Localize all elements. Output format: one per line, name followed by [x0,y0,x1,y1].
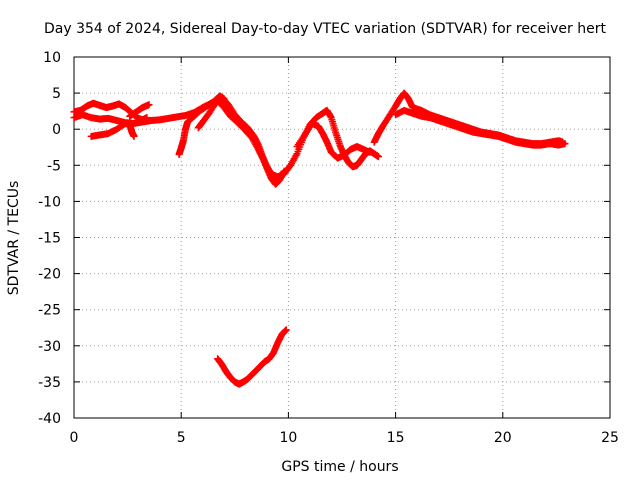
x-tick-label: 5 [177,430,186,446]
data-marks [70,89,569,388]
x-tick-label: 0 [70,430,79,446]
x-tick-label: 10 [279,430,297,446]
y-tick-label: -15 [38,231,61,247]
series-trace-g [293,119,374,162]
y-tick-label: -5 [47,158,61,174]
data-point [561,140,569,148]
series-trace-c [87,119,138,140]
data-point [145,101,153,109]
series-trace-a [70,99,151,124]
y-tick-label: 0 [52,122,61,138]
y-tick-label: -30 [38,339,61,355]
series-trace-i [392,106,569,149]
y-tick-label: -10 [38,194,61,210]
y-tick-label: -20 [38,267,61,283]
series-trace-d [126,101,153,120]
y-tick-label: -35 [38,375,61,391]
axis-ticks [73,56,611,419]
y-tick-label: 5 [52,86,61,102]
data-point [282,326,290,334]
x-tick-label: 25 [601,430,619,446]
grid-lines [74,57,610,418]
y-tick-labels: 10 5 0 -5 -10 -15 -20 -25 -30 -35 -40 [38,50,61,427]
series-trace-j [214,326,290,388]
data-point [374,153,382,161]
data-point [130,132,138,140]
x-axis-label: GPS time / hours [281,459,398,475]
chart-title: Day 354 of 2024, Sidereal Day-to-day VTE… [44,21,606,37]
x-tick-label: 15 [387,430,405,446]
y-axis-label: SDTVAR / TECUs [6,181,22,296]
y-tick-label: 10 [43,50,61,66]
data-point [366,148,374,156]
x-tick-label: 20 [494,430,512,446]
y-tick-label: -25 [38,303,61,319]
series-trace-h [370,89,567,148]
y-tick-label: -40 [38,411,61,427]
x-tick-labels: 0 5 10 15 20 25 [70,430,619,446]
